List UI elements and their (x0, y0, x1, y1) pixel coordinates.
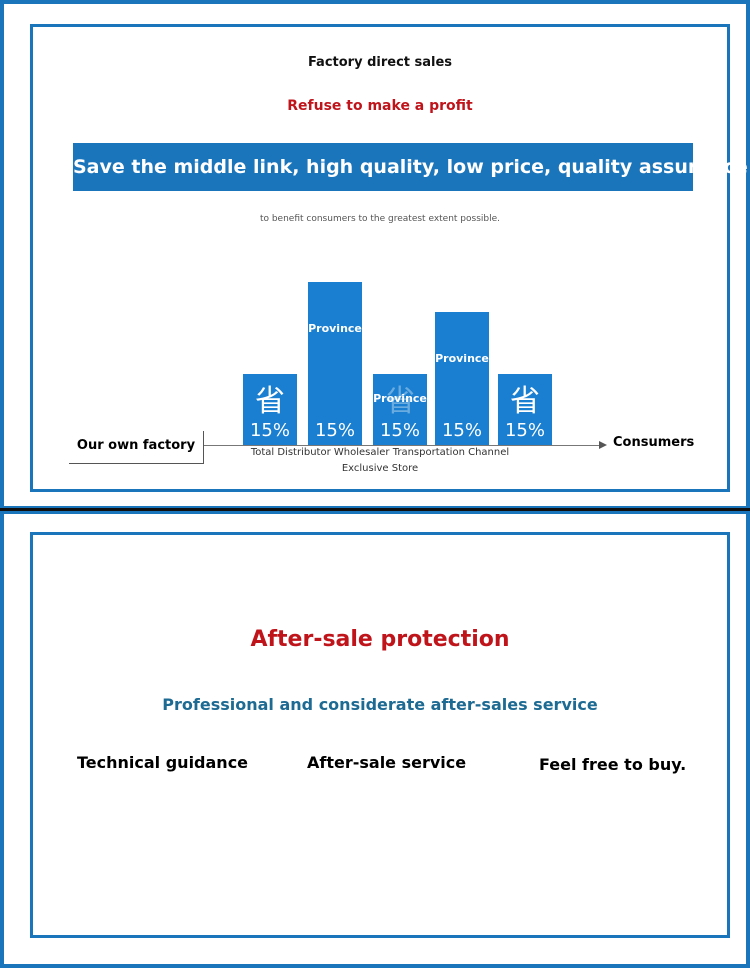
block-word: Province (435, 352, 489, 365)
panel: After-sale protection Professional and c… (30, 532, 730, 938)
subtitle: Refuse to make a profit (287, 98, 473, 114)
start-label: Our own factory (69, 431, 204, 464)
bar-block: 省 15% (243, 374, 297, 445)
divider (0, 508, 750, 511)
block-word: Province (373, 392, 427, 405)
end-label: Consumers (613, 435, 695, 450)
glyph: 省 (385, 384, 415, 419)
feature: Feel free to buy. (539, 755, 687, 774)
bar-block: 省 15% (498, 374, 552, 445)
percent: 15% (379, 420, 420, 441)
percent: 15% (441, 420, 482, 441)
percent: 15% (314, 420, 355, 441)
percent: 15% (249, 420, 290, 441)
title: Factory direct sales (307, 55, 453, 70)
feature: Technical guidance (77, 753, 249, 772)
panel: Factory direct sales Refuse to make a pr… (30, 24, 748, 492)
subtitle: Professional and considerate after-sales… (162, 695, 598, 714)
glyph: 省 (510, 384, 540, 419)
flow-line (203, 445, 603, 446)
caption: Exclusive Store (341, 463, 419, 474)
glyph: 省 (255, 384, 285, 419)
feature: After-sale service (307, 753, 467, 772)
note: to benefit consumers to the greatest ext… (259, 214, 501, 224)
banner: Save the middle link, high quality, low … (73, 143, 748, 191)
bar-block: Province 15% (435, 312, 489, 445)
title: After-sale protection (250, 627, 510, 652)
bar-block: 省 Province 15% (373, 374, 427, 445)
bar-block: Province 15% (308, 282, 362, 445)
percent: 15% (504, 420, 545, 441)
caption: Total Distributor Wholesaler Transportat… (250, 447, 510, 458)
block-word: Province (308, 322, 362, 335)
arrow-head (599, 441, 607, 449)
